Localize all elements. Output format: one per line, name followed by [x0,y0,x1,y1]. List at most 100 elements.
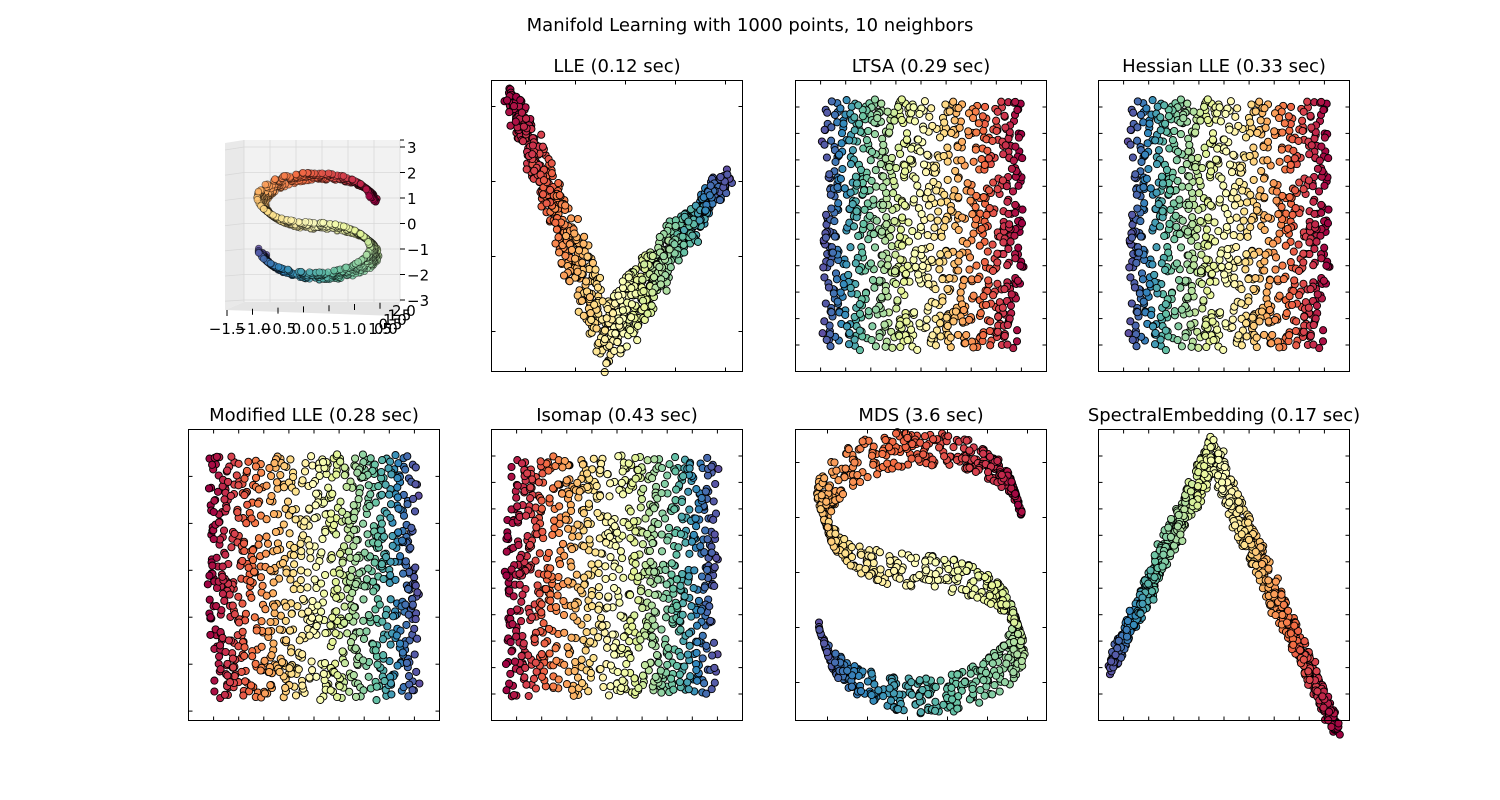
data-point [1195,189,1204,198]
data-point [923,231,932,240]
data-point [1231,112,1240,121]
data-point [1215,103,1224,112]
data-point [1222,222,1231,232]
data-point [1161,300,1170,309]
panel-title: Modified LLE (0.28 sec) [209,405,419,426]
data-point [656,280,665,289]
data-point [1133,204,1142,213]
data-point [1298,116,1307,125]
data-point [1156,113,1165,122]
data-point [954,104,963,113]
data-point [330,266,338,275]
data-point [280,462,289,471]
data-point [1262,288,1271,297]
data-point [1209,336,1218,345]
data-point [998,176,1007,185]
data-point [579,311,588,320]
data-point [234,481,243,490]
data-point [1128,335,1137,344]
data-point [1191,163,1200,172]
data-point [530,166,539,175]
data-point [949,317,958,326]
data-point [1253,128,1262,137]
data-point [1239,216,1248,225]
data-point [927,104,936,113]
data-point [638,296,648,305]
data-point [846,283,855,292]
data-point [1282,309,1291,318]
data-point [355,628,364,637]
data-point [986,341,995,350]
data-point [821,299,830,308]
data-point [221,647,230,657]
data-point [896,255,905,264]
data-point [1255,317,1264,326]
data-point [366,454,375,463]
data-point [858,112,867,121]
data-point [854,231,863,241]
data-point [1139,183,1148,192]
s-curve-points [253,168,383,284]
data-point [904,218,913,227]
data-point [295,636,304,645]
data-point [395,639,405,648]
data-point [1174,322,1183,331]
data-point [1268,330,1277,340]
data-point [372,696,381,705]
data-point [1198,163,1207,173]
data-point [945,107,954,116]
grid-line [224,299,245,302]
data-point [1323,219,1333,228]
data-point [974,119,983,128]
data-point [894,102,903,111]
data-point [391,451,400,460]
data-point [561,201,570,210]
data-point [1151,328,1160,338]
data-point [312,672,321,681]
data-point [936,250,945,259]
data-point [215,652,224,661]
data-point [1237,285,1246,294]
data-point [934,207,943,216]
data-point [1001,123,1010,132]
data-point [528,150,537,159]
data-point [1281,241,1290,250]
data-point [693,237,703,246]
z-tick-label: −1 [407,241,429,259]
data-point [571,254,580,263]
data-point [340,602,349,611]
data-point [851,172,860,181]
data-point [910,308,919,317]
data-point [354,258,362,266]
data-point [1247,100,1256,109]
data-point [283,497,293,506]
data-point [1202,342,1211,352]
data-point [993,258,1002,267]
data-point [877,227,886,236]
data-point [999,150,1008,159]
data-point [997,97,1006,106]
data-point [969,291,978,300]
data-point [248,652,257,661]
data-point [1160,101,1169,110]
data-point [522,165,531,174]
data-point [359,616,368,625]
data-point [1144,164,1153,174]
data-point [876,160,885,169]
data-point [272,478,282,487]
data-point [1165,219,1174,228]
data-point [979,331,988,340]
data-point [1202,255,1211,264]
data-point [1143,129,1153,138]
data-point [299,594,308,604]
data-point [648,251,657,261]
data-point [1314,187,1324,196]
data-point [1128,153,1137,162]
data-point [1225,125,1234,134]
data-point [983,247,992,256]
data-point [957,156,966,165]
data-point [1173,147,1183,156]
data-point [998,303,1007,312]
data-point [1278,128,1287,137]
data-point [266,681,275,690]
